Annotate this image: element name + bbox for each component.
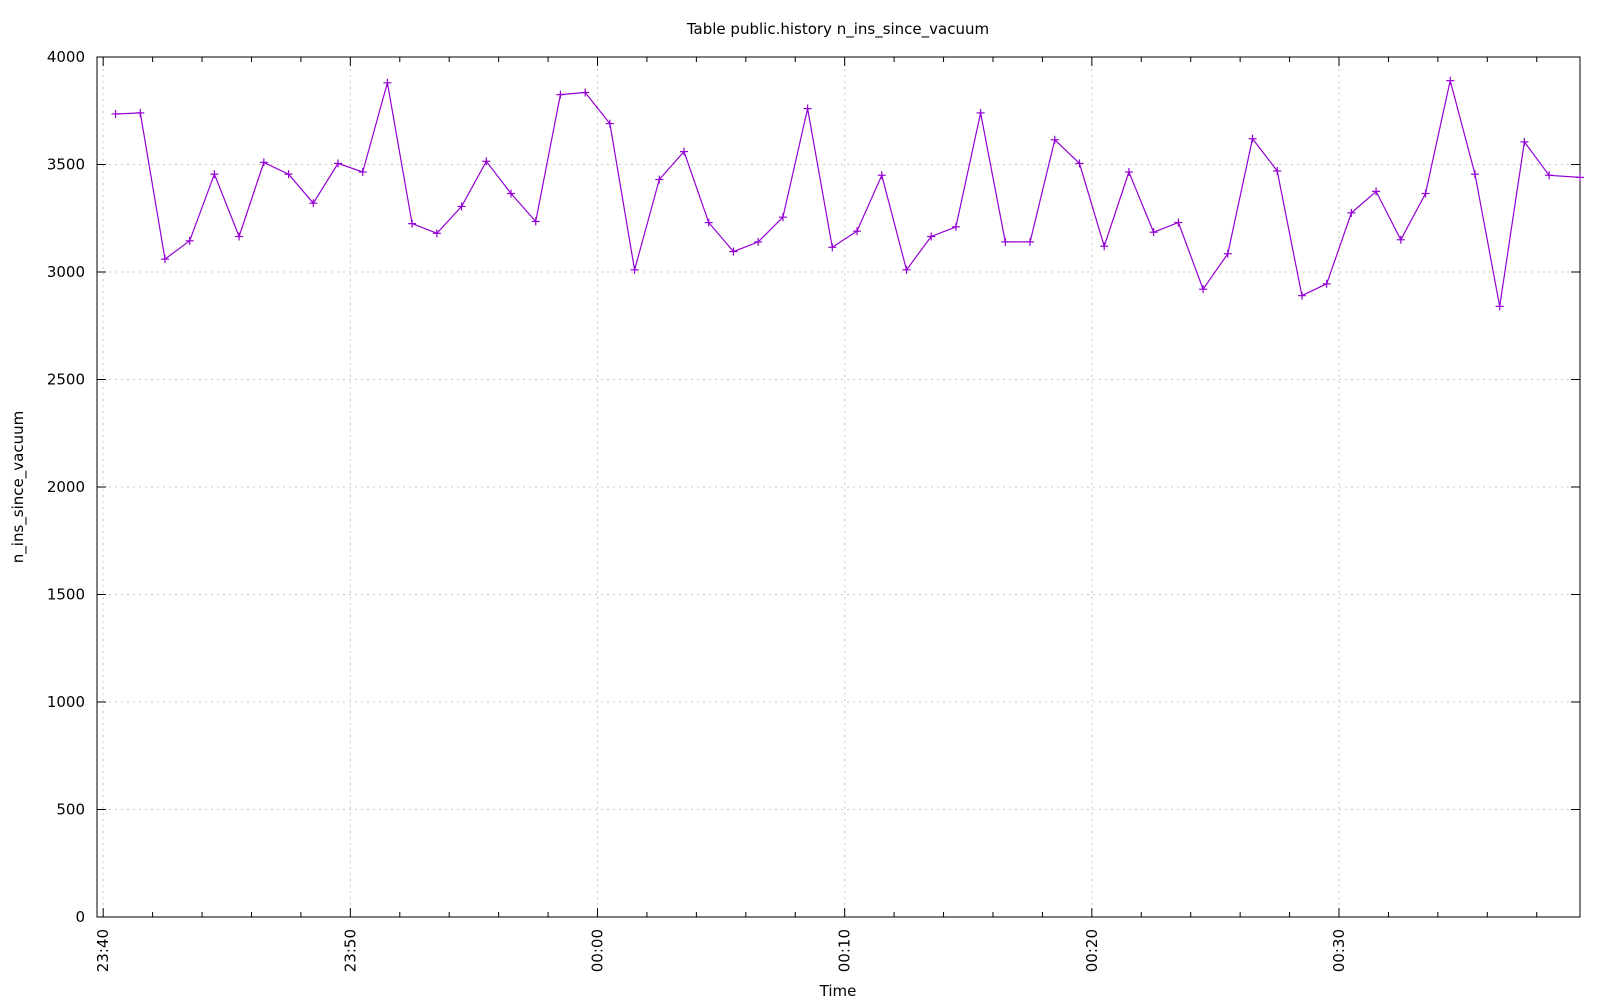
data-point — [210, 170, 219, 179]
data-point — [259, 158, 268, 167]
data-point — [951, 222, 960, 231]
data-point — [111, 109, 120, 118]
data-point — [185, 236, 194, 245]
data-point — [383, 78, 392, 87]
data-point — [482, 157, 491, 166]
data-point — [581, 88, 590, 97]
y-tick-label: 1500 — [47, 586, 85, 604]
data-point — [630, 265, 639, 274]
y-tick-label: 500 — [56, 801, 85, 819]
y-tick-label: 3500 — [47, 156, 85, 174]
data-point — [1100, 242, 1109, 251]
x-tick-label: 00:20 — [1083, 929, 1101, 972]
y-tick-label: 3000 — [47, 263, 85, 281]
x-axis-label: Time — [819, 982, 857, 1000]
data-point — [680, 147, 689, 156]
data-point — [803, 104, 812, 113]
data-point — [1223, 249, 1232, 258]
data-point — [828, 243, 837, 252]
series-line — [115, 80, 1581, 307]
y-tick-label: 2000 — [47, 478, 85, 496]
data-point — [1495, 302, 1504, 311]
data-point — [408, 219, 417, 228]
data-point — [1149, 228, 1158, 237]
data-point — [729, 247, 738, 256]
y-tick-label: 1000 — [47, 693, 85, 711]
data-point — [1026, 237, 1035, 246]
data-point — [778, 213, 787, 222]
y-tick-label: 0 — [75, 908, 85, 926]
data-point — [1297, 291, 1306, 300]
data-point — [754, 237, 763, 246]
y-tick-label: 4000 — [47, 48, 85, 66]
y-axis-label: n_ins_since_vacuum — [9, 411, 28, 563]
data-point — [432, 229, 441, 238]
data-point — [976, 108, 985, 117]
x-tick-label: 23:40 — [94, 929, 112, 972]
data-point — [853, 227, 862, 236]
data-point — [1576, 173, 1584, 182]
data-point — [1174, 218, 1183, 227]
x-tick-label: 00:30 — [1330, 929, 1348, 972]
data-point — [1520, 137, 1529, 146]
data-point — [507, 189, 516, 198]
data-point — [1322, 279, 1331, 288]
x-tick-label: 00:10 — [836, 929, 854, 972]
data-point — [1124, 168, 1133, 177]
data-point — [1199, 285, 1208, 294]
grid-lines — [97, 57, 1580, 917]
data-point — [1075, 159, 1084, 168]
data-point — [704, 218, 713, 227]
data-point — [1446, 76, 1455, 85]
y-tick-label: 2500 — [47, 371, 85, 389]
data-point — [358, 168, 367, 177]
data-point — [1396, 235, 1405, 244]
data-point — [1372, 187, 1381, 196]
data-point — [902, 265, 911, 274]
x-tick-label: 23:50 — [341, 929, 359, 972]
data-point — [1273, 166, 1282, 175]
data-point — [1470, 170, 1479, 179]
data-point — [457, 202, 466, 211]
data-point — [235, 232, 244, 241]
data-point — [877, 171, 886, 180]
axis-ticks — [97, 56, 1580, 918]
x-tick-label: 00:00 — [589, 929, 607, 972]
data-point — [655, 175, 664, 184]
data-point — [556, 90, 565, 99]
data-point — [309, 199, 318, 208]
data-point — [605, 119, 614, 128]
data-point — [1545, 171, 1554, 180]
data-point — [160, 255, 169, 264]
data-point — [927, 232, 936, 241]
data-point — [1050, 135, 1059, 144]
data-point — [284, 170, 293, 179]
data-point — [333, 159, 342, 168]
data-point — [1421, 189, 1430, 198]
data-point — [136, 108, 145, 117]
chart-title: Table public.history n_ins_since_vacuum — [686, 20, 989, 39]
series-layer — [111, 76, 1584, 311]
data-point — [1248, 134, 1257, 143]
data-point — [1347, 208, 1356, 217]
data-point — [1001, 237, 1010, 246]
data-point — [531, 217, 540, 226]
